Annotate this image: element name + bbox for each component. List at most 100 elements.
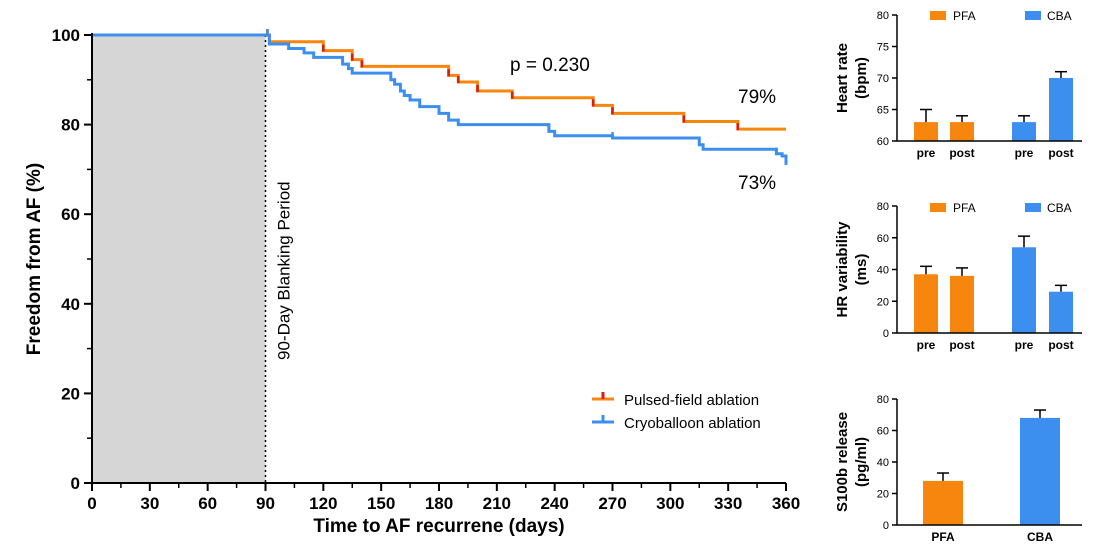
pfa-endpoint-label: 79% — [738, 87, 776, 108]
y-axis-label-line2: (bpm) — [853, 57, 870, 99]
bars — [923, 409, 1060, 525]
y-axis-label: Freedom from AF (%) — [24, 163, 45, 355]
bar — [1020, 417, 1060, 525]
y-axis-label-line1: HR variability — [834, 221, 851, 318]
x-tick-label: post — [1048, 146, 1073, 160]
blanking-period-label: 90-Day Blanking Period — [275, 181, 294, 360]
cba-endpoint-label: 73% — [738, 173, 776, 194]
y-tick-label: 70 — [877, 73, 889, 85]
x-tick-label: 180 — [425, 494, 453, 513]
bar — [914, 122, 938, 141]
y-tick-label: 60 — [61, 205, 80, 224]
x-tick-label: pre — [917, 338, 936, 352]
x-tick-label: 120 — [309, 494, 337, 513]
bar — [1049, 291, 1073, 333]
bar — [1012, 247, 1036, 333]
x-tick-label: pre — [917, 146, 936, 160]
bar — [914, 274, 938, 333]
y-tick-label: 40 — [61, 295, 80, 314]
x-tick-label: 330 — [714, 494, 742, 513]
legend-label-pfa: PFA — [953, 201, 976, 215]
y-tick-label: 40 — [877, 457, 889, 469]
y-axis-label-line1: S100b release — [834, 412, 851, 512]
bar — [950, 275, 974, 333]
x-ticks: 0 30 60 90 120 150 180 210 240 270 300 330 360 — [87, 483, 800, 513]
y-ticks: 0 20 40 60 80 — [877, 201, 897, 340]
legend-swatch-cba — [1025, 203, 1041, 212]
censor-marks-cba — [266, 29, 778, 155]
x-tick-label: 60 — [198, 494, 217, 513]
legend-item-pfa: Pulsed-field ablation — [592, 392, 759, 409]
legend: PFA CBA — [930, 201, 1072, 215]
y-axis-label-line1: Heart rate — [834, 43, 851, 113]
y-tick-label: 80 — [877, 10, 889, 22]
x-tick-label: post — [949, 338, 974, 352]
bar — [923, 480, 963, 525]
legend-label-cba: CBA — [1047, 201, 1072, 215]
legend-label-cba: Cryoballoon ablation — [624, 415, 761, 432]
x-tick-label: pre — [1015, 338, 1034, 352]
y-ticks: 60 65 70 75 80 — [877, 10, 897, 148]
x-tick-label: 240 — [540, 494, 568, 513]
x-ticks: pre post pre post — [917, 146, 1074, 160]
legend-label-pfa: PFA — [953, 9, 976, 23]
y-tick-label: 60 — [877, 233, 889, 245]
x-tick-label: 300 — [656, 494, 684, 513]
legend-swatch-pfa — [930, 11, 946, 20]
y-tick-label: 80 — [877, 394, 889, 406]
x-tick-label: 270 — [598, 494, 626, 513]
p-value-annotation: p = 0.230 — [510, 55, 590, 76]
s100b-release-chart: 0 20 40 60 80 PFA CBA S100b release (pg/ml) — [834, 394, 1082, 544]
x-tick-label: PFA — [931, 530, 955, 544]
y-tick-label: 20 — [61, 384, 80, 403]
y-tick-label: 100 — [52, 26, 80, 45]
x-tick-label: 150 — [367, 494, 395, 513]
y-tick-label: 0 — [71, 474, 80, 493]
y-tick-label: 60 — [877, 426, 889, 438]
legend-label-cba: CBA — [1047, 9, 1072, 23]
y-axis-label-line2: (pg/ml) — [853, 437, 870, 487]
legend: PFA CBA — [930, 9, 1072, 23]
x-tick-label: post — [1048, 338, 1073, 352]
legend-swatch-pfa — [930, 203, 946, 212]
y-tick-label: 0 — [883, 328, 889, 340]
x-tick-label: 0 — [87, 494, 96, 513]
y-tick-label: 20 — [877, 489, 889, 501]
bar — [1049, 78, 1073, 141]
y-tick-label: 60 — [877, 136, 889, 148]
blanking-period-region — [92, 35, 266, 483]
x-tick-label: 210 — [483, 494, 511, 513]
y-tick-label: 80 — [877, 201, 889, 213]
x-tick-label: 90 — [256, 494, 275, 513]
km-chart: 90-Day Blanking Period 0 20 40 60 80 100 0 30 6… — [24, 26, 800, 537]
bars — [914, 235, 1073, 333]
legend-item-cba: Cryoballoon ablation — [592, 415, 761, 432]
x-ticks: PFA CBA — [931, 530, 1053, 544]
x-ticks: pre post pre post — [917, 338, 1074, 352]
y-ticks: 0 20 40 60 80 100 — [52, 26, 92, 493]
y-tick-label: 65 — [877, 105, 889, 117]
x-tick-label: 360 — [772, 494, 800, 513]
legend-swatch-cba — [1025, 11, 1041, 20]
bars — [914, 70, 1073, 141]
x-axis-label: Time to AF recurrene (days) — [313, 516, 564, 537]
censor-marks-pfa — [266, 29, 740, 131]
y-tick-label: 80 — [61, 116, 80, 135]
x-tick-label: pre — [1015, 146, 1034, 160]
bar — [950, 122, 974, 141]
legend-label-pfa: Pulsed-field ablation — [624, 392, 759, 409]
y-tick-label: 0 — [883, 520, 889, 532]
x-tick-label: post — [949, 146, 974, 160]
x-tick-label: CBA — [1027, 530, 1053, 544]
x-tick-label: 30 — [140, 494, 159, 513]
y-ticks: 0 20 40 60 80 — [877, 394, 897, 532]
y-axis-label-line2: (ms) — [853, 254, 870, 286]
y-tick-label: 75 — [877, 42, 889, 54]
bar — [1012, 122, 1036, 141]
y-tick-label: 20 — [877, 296, 889, 308]
legend: Pulsed-field ablation Cryoballoon ablati… — [592, 392, 761, 432]
y-tick-label: 40 — [877, 265, 889, 277]
